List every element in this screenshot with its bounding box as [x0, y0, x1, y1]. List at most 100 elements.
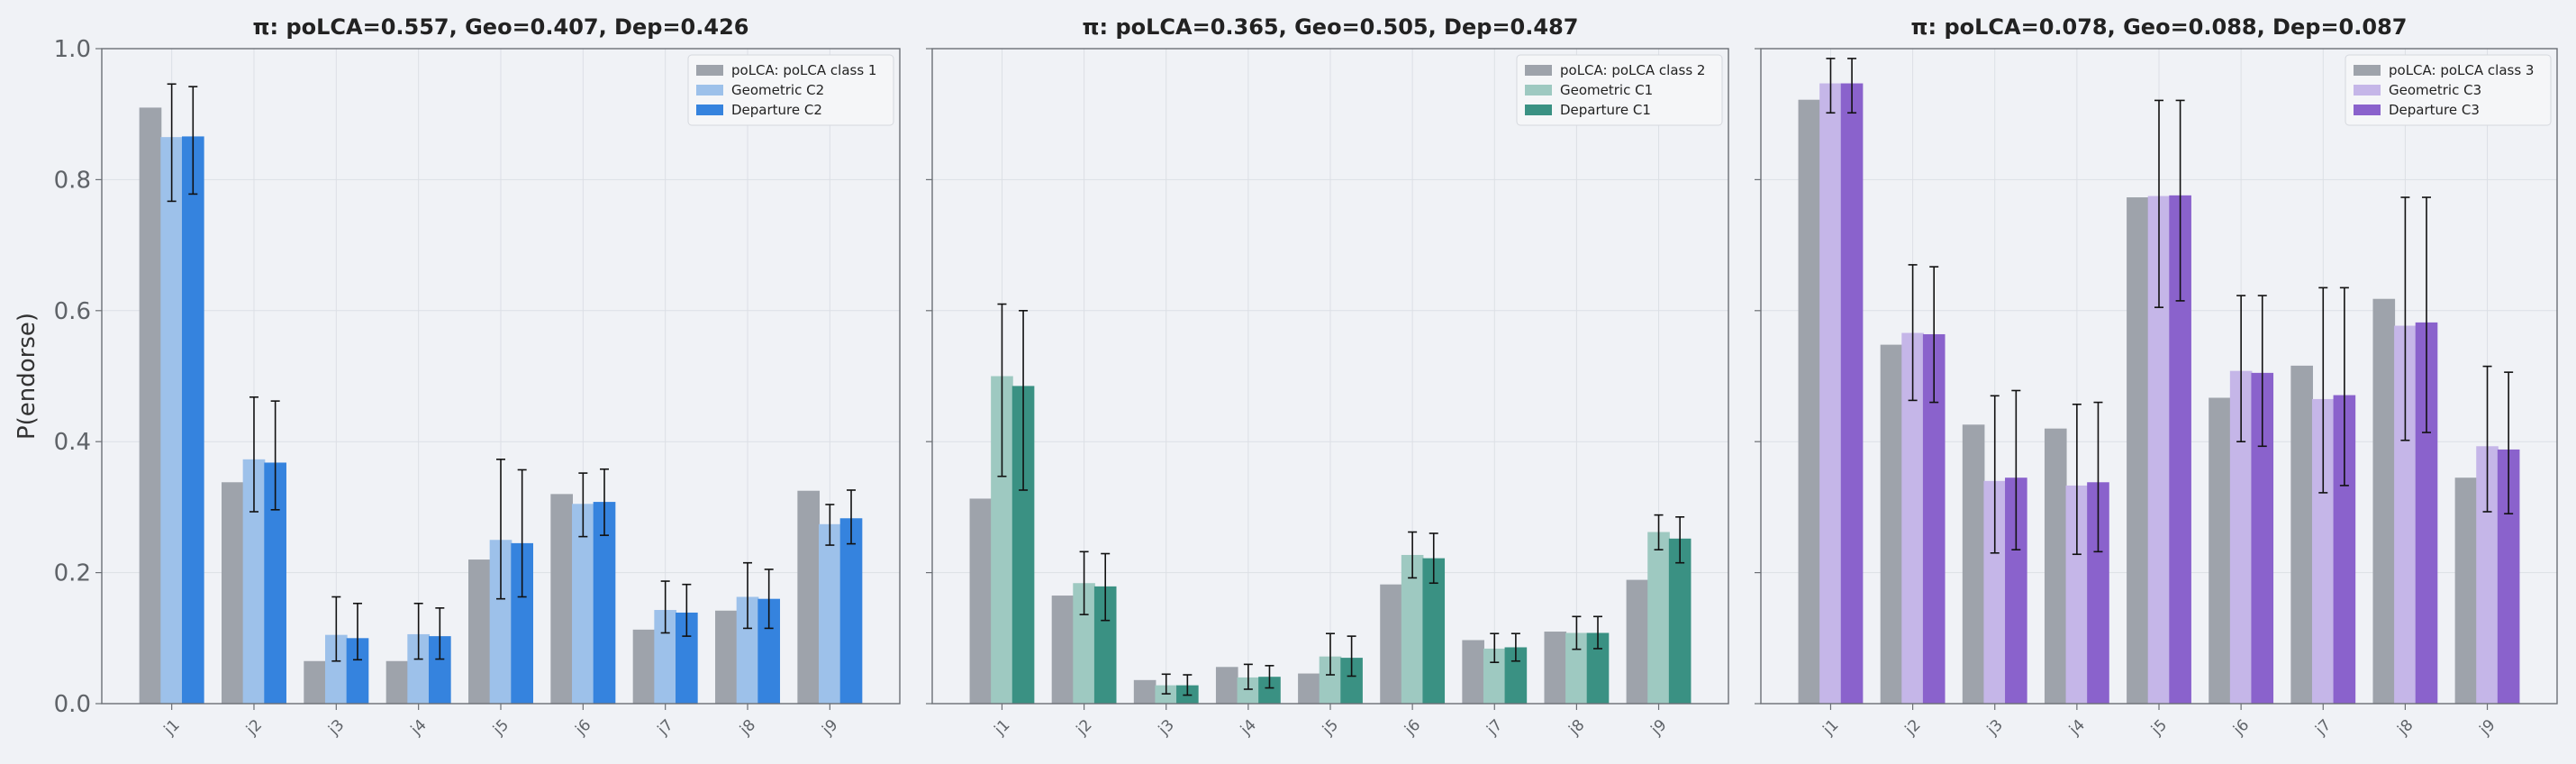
legend-box: [1516, 54, 1723, 126]
legend-swatch: [696, 105, 723, 115]
x-tick-label: j8: [2394, 716, 2417, 740]
y-axis-label: P(endorse): [14, 313, 41, 440]
legend-label: poLCA: poLCA class 1: [731, 62, 876, 78]
legend: poLCA: poLCA class 3 Geometric C3 Departur…: [2345, 54, 2552, 126]
legend-label: Departure C1: [1560, 102, 1651, 118]
x-tick-label: j7: [1483, 716, 1506, 740]
legend-swatch: [2354, 105, 2381, 115]
bar-polca-polca-class-2-j5: [1298, 673, 1320, 704]
bar-polca-polca-class-1-j8: [715, 610, 738, 704]
bar-polca-polca-class-3-j7: [2290, 365, 2313, 704]
x-tick-label: j2: [1901, 716, 1925, 740]
bar-polca-polca-class-3-j6: [2209, 397, 2231, 704]
chart-title: π: poLCA=0.365, Geo=0.505, Dep=0.487: [1083, 14, 1579, 40]
legend-label: poLCA: poLCA class 2: [1560, 62, 1705, 78]
y-tick-label: 1.0: [54, 36, 91, 63]
legend-box: [2345, 54, 2552, 126]
legend-swatch: [696, 85, 723, 96]
legend-box: [687, 54, 894, 126]
bar-polca-polca-class-2-j1: [969, 498, 993, 704]
x-tick-label: j1: [160, 716, 184, 740]
x-tick-label: j4: [407, 716, 431, 740]
legend-label: Geometric C3: [2389, 82, 2481, 98]
y-tick-label: 0.8: [54, 167, 91, 194]
x-tick-label: j3: [325, 716, 349, 740]
legend-swatch: [1525, 85, 1552, 96]
bar-polca-polca-class-2-j7: [1462, 640, 1484, 704]
chart-panel-1: 0.0 0.2 0.4 0.6 0.8 1.0 j1 j2 j3 j4 j5 j6 j7 j8 j9 π: p…: [54, 14, 901, 740]
x-tick-label: j5: [489, 716, 512, 740]
bar-polca-polca-class-1-j1: [139, 107, 162, 705]
bar-polca-polca-class-3-j5: [2127, 197, 2149, 705]
bar-polca-polca-class-1-j3: [304, 660, 326, 704]
x-tick-label: j8: [1565, 716, 1589, 740]
chart-title: π: poLCA=0.557, Geo=0.407, Dep=0.426: [253, 14, 749, 40]
chart-title: π: poLCA=0.078, Geo=0.088, Dep=0.087: [1911, 14, 2408, 40]
x-tick-label: j9: [819, 716, 842, 740]
legend-swatch: [1525, 65, 1552, 76]
bar-polca-polca-class-2-j6: [1380, 584, 1402, 704]
bar-geometric-c2-j1: [160, 137, 183, 704]
legend-label: Departure C2: [731, 102, 822, 118]
bar-polca-polca-class-3-j4: [2044, 428, 2067, 704]
bar-polca-polca-class-1-j7: [632, 629, 656, 704]
bar-polca-polca-class-3-j1: [1798, 99, 1821, 705]
y-tick-label: 0.6: [54, 298, 91, 325]
bar-polca-polca-class-3-j3: [1962, 424, 1985, 704]
x-tick-label: j7: [2311, 716, 2335, 740]
x-tick-label: j9: [1647, 716, 1671, 740]
legend-label: Geometric C2: [731, 82, 824, 98]
x-tick-label: j1: [991, 716, 1014, 740]
bar-geometric-c1-j6: [1401, 554, 1424, 704]
y-tick-label: 0.0: [54, 691, 91, 718]
bar-polca-polca-class-1-j5: [468, 559, 491, 704]
x-tick-label: j2: [1073, 716, 1096, 740]
legend: poLCA: poLCA class 2 Geometric C1 Departur…: [1516, 54, 1723, 126]
x-tick-label: j3: [1155, 716, 1178, 740]
legend-label: Departure C3: [2389, 102, 2480, 118]
x-tick-label: j4: [1237, 716, 1260, 740]
x-tick-label: j6: [572, 716, 595, 740]
legend: poLCA: poLCA class 1 Geometric C2 Departur…: [687, 54, 894, 126]
x-tick-label: j2: [242, 716, 266, 740]
x-tick-label: j4: [2065, 716, 2089, 740]
x-tick-label: j5: [2147, 716, 2171, 740]
bar-polca-polca-class-2-j3: [1133, 679, 1156, 704]
bar-departure-c2-j9: [839, 518, 863, 704]
y-tick-label: 0.2: [54, 560, 91, 587]
bar-geometric-c3-j1: [1819, 83, 1842, 704]
y-tick-label: 0.4: [54, 429, 91, 456]
bar-geometric-c1-j9: [1647, 532, 1670, 704]
bar-polca-polca-class-1-j9: [797, 490, 821, 704]
bar-polca-polca-class-3-j9: [2454, 478, 2478, 704]
legend-label: poLCA: poLCA class 3: [2389, 62, 2534, 78]
x-tick-label: j9: [2476, 716, 2499, 740]
bar-polca-polca-class-2-j8: [1544, 632, 1567, 704]
x-tick-label: j1: [1819, 716, 1843, 740]
bar-departure-c3-j1: [1840, 83, 1864, 704]
bar-polca-polca-class-3-j8: [2372, 298, 2396, 704]
chart-panel-3: j1 j2 j3 j4 j5 j6 j7 j8 j9 π: poLCA=0.078, Geo=0.…: [1755, 14, 2558, 740]
x-tick-label: j7: [654, 716, 677, 740]
x-tick-label: j5: [1319, 716, 1342, 740]
bar-polca-polca-class-2-j4: [1215, 667, 1238, 704]
bar-polca-polca-class-1-j4: [385, 660, 409, 704]
bar-departure-c2-j1: [181, 136, 204, 705]
legend-label: Geometric C1: [1560, 82, 1653, 98]
chart-panel-2: j1 j2 j3 j4 j5 j6 j7 j8 j9 π: poLCA=0.365, Geo=0.…: [926, 14, 1729, 740]
bar-polca-polca-class-1-j2: [221, 482, 244, 704]
x-tick-label: j6: [2229, 716, 2253, 740]
bar-geometric-c2-j9: [819, 523, 841, 704]
x-tick-label: j8: [736, 716, 759, 740]
bar-polca-polca-class-2-j2: [1051, 596, 1075, 704]
bar-polca-polca-class-1-j6: [550, 494, 574, 704]
bar-polca-polca-class-2-j9: [1626, 579, 1649, 704]
legend-swatch: [1525, 105, 1552, 115]
bar-departure-c1-j9: [1668, 538, 1692, 704]
x-tick-label: j6: [1401, 716, 1424, 740]
bar-polca-polca-class-3-j2: [1880, 344, 1903, 704]
legend-swatch: [696, 65, 723, 76]
legend-swatch: [2354, 65, 2381, 76]
